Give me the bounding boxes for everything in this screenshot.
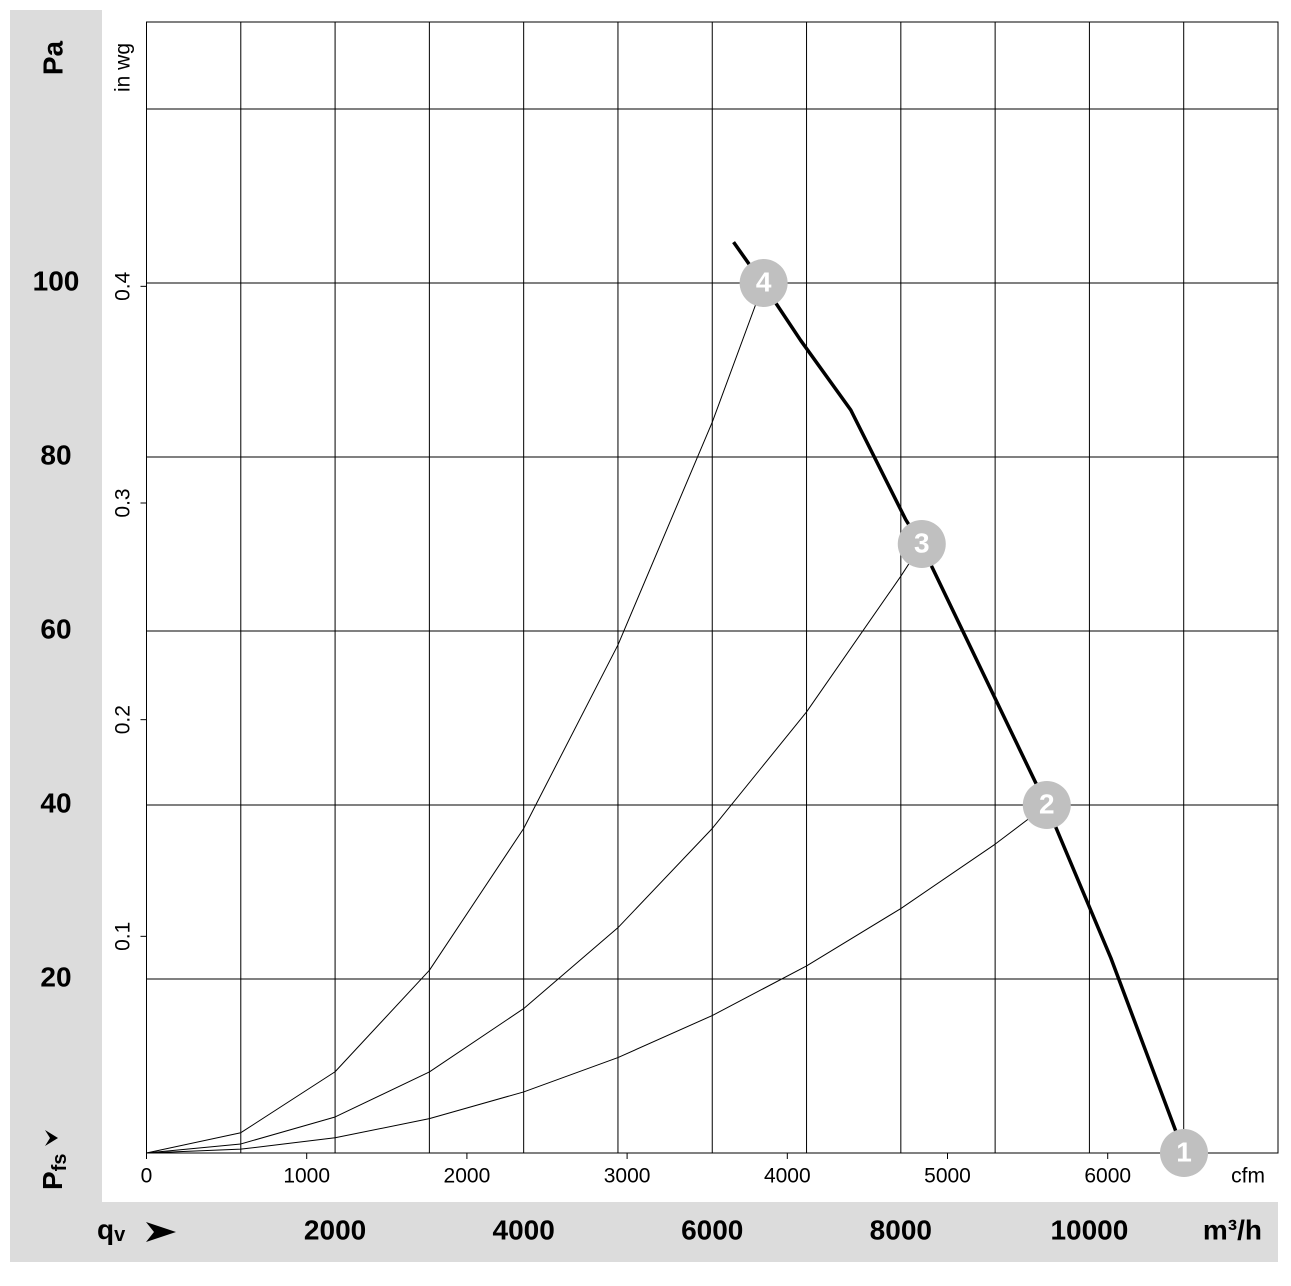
curve [146,282,765,1154]
x2-tick-label: 1000 [283,1165,330,1188]
y-symbol-sub: fs [49,1154,71,1172]
x2-tick-label: 0 [141,1165,153,1188]
operating-point-label: 2 [1039,788,1055,819]
operating-point [897,520,946,568]
plot-frame [146,21,1279,1154]
y2-tick-label: 0.2 [112,705,135,734]
curve [732,241,1186,1154]
x-symbol-sub: v [114,1224,126,1246]
y-arrow [45,1130,58,1146]
y2-tick-label: 0.3 [112,488,135,517]
x2-label: cfm [1231,1165,1265,1188]
x-tick-label: 2000 [304,1214,366,1245]
operating-point [1022,781,1071,829]
x-label: m³/h [1203,1214,1262,1245]
operating-point [739,259,788,307]
operating-point [1159,1129,1208,1177]
y-tick-label: 20 [40,961,71,992]
y-symbol: Pfs [37,1154,71,1190]
x-tick-label: 6000 [681,1214,743,1245]
x-tick-label: 8000 [870,1214,932,1245]
y-tick-label: 40 [40,787,71,818]
x-tick-label: 4000 [493,1214,555,1245]
x-band [10,1202,1278,1262]
y2-label: in wg [112,43,135,92]
y-tick-label: 100 [33,265,80,296]
y-symbol-main: P [37,1171,68,1190]
y-tick-label: 60 [40,613,71,644]
operating-point-label: 4 [756,266,772,297]
x-symbol-main: q [97,1214,114,1245]
y-band [10,10,102,1262]
x2-tick-label: 3000 [604,1165,651,1188]
x-arrow [146,1222,176,1242]
x2-tick-label: 6000 [1084,1165,1131,1188]
x-symbol: qv [97,1214,126,1246]
operating-point-label: 1 [1176,1136,1192,1167]
x2-tick-label: 4000 [764,1165,811,1188]
x2-tick-label: 2000 [444,1165,491,1188]
x2-tick-label: 5000 [924,1165,971,1188]
y-tick-label: 80 [40,439,71,470]
y2-tick-label: 0.4 [112,271,135,301]
operating-point-label: 3 [914,527,930,558]
y2-tick-label: 0.1 [112,922,135,951]
x-tick-label: 10000 [1050,1214,1128,1245]
curve [146,804,1048,1154]
curve [146,543,923,1154]
y-label: Pa [37,40,68,75]
